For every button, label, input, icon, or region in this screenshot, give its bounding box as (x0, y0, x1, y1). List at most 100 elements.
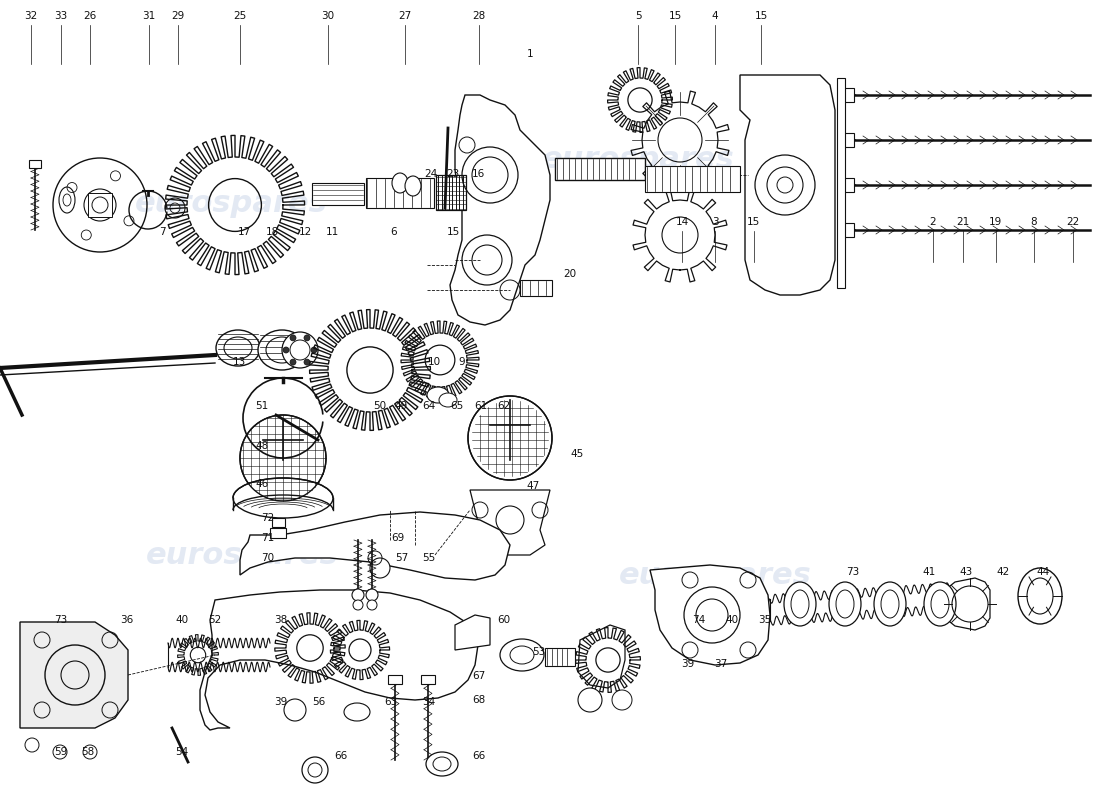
Text: 38: 38 (274, 615, 287, 625)
Bar (421, 675, 434, 684)
Text: 29: 29 (172, 11, 185, 21)
Bar (436, 175, 466, 210)
Text: 58: 58 (81, 747, 95, 757)
Bar (840, 88, 854, 102)
Bar (270, 528, 286, 538)
Bar (388, 675, 401, 684)
Circle shape (370, 558, 390, 578)
Text: 31: 31 (142, 11, 155, 21)
Text: 13: 13 (233, 357, 246, 366)
Text: 1: 1 (527, 50, 534, 59)
Text: 73: 73 (846, 567, 859, 577)
Circle shape (612, 690, 632, 710)
Text: eurospares: eurospares (618, 562, 812, 590)
Ellipse shape (924, 582, 956, 626)
Text: 49: 49 (395, 402, 408, 411)
Text: 11: 11 (326, 227, 339, 237)
Circle shape (578, 688, 602, 712)
Polygon shape (240, 512, 510, 580)
Polygon shape (945, 578, 990, 630)
Circle shape (282, 332, 318, 368)
Text: 20: 20 (563, 269, 576, 278)
Text: 8: 8 (1031, 218, 1037, 227)
Text: 55: 55 (422, 554, 436, 563)
Text: 25: 25 (233, 11, 246, 21)
Text: 60: 60 (497, 615, 510, 625)
Text: 23: 23 (447, 170, 460, 179)
Text: 62: 62 (497, 402, 510, 411)
Text: 67: 67 (472, 671, 485, 681)
Ellipse shape (439, 393, 456, 407)
Text: 70: 70 (261, 554, 274, 563)
Bar (645, 166, 740, 192)
Text: 72: 72 (261, 514, 274, 523)
Ellipse shape (1018, 568, 1062, 624)
Circle shape (240, 415, 326, 501)
Text: 44: 44 (1036, 567, 1049, 577)
Text: 63: 63 (384, 698, 397, 707)
Text: 7: 7 (160, 227, 166, 237)
Text: 34: 34 (422, 698, 436, 707)
Text: 66: 66 (472, 751, 485, 761)
Bar (520, 280, 552, 296)
Text: 15: 15 (747, 218, 760, 227)
Ellipse shape (426, 752, 458, 776)
Circle shape (311, 347, 317, 353)
Text: 24: 24 (425, 170, 438, 179)
Text: 64: 64 (422, 402, 436, 411)
Text: 37: 37 (714, 659, 727, 669)
Ellipse shape (405, 176, 421, 196)
Text: 40: 40 (725, 615, 738, 625)
Text: 43: 43 (959, 567, 972, 577)
Text: 32: 32 (24, 11, 37, 21)
Polygon shape (20, 622, 128, 728)
Circle shape (367, 600, 377, 610)
Ellipse shape (427, 387, 449, 403)
Text: 51: 51 (255, 402, 268, 411)
Text: 3: 3 (712, 218, 718, 227)
Text: 33: 33 (54, 11, 67, 21)
Ellipse shape (258, 330, 306, 370)
Text: 14: 14 (675, 218, 689, 227)
Text: 39: 39 (681, 659, 694, 669)
Text: 59: 59 (54, 747, 67, 757)
Text: eurospares: eurospares (145, 542, 339, 570)
Polygon shape (740, 75, 835, 295)
Polygon shape (200, 590, 478, 730)
Polygon shape (455, 615, 490, 650)
Text: 52: 52 (208, 615, 221, 625)
Text: 2: 2 (930, 218, 936, 227)
Circle shape (290, 335, 296, 341)
Text: 50: 50 (373, 402, 386, 411)
Text: 36: 36 (120, 615, 133, 625)
Text: 17: 17 (238, 227, 251, 237)
Polygon shape (578, 625, 625, 688)
Ellipse shape (216, 330, 260, 366)
Text: 42: 42 (997, 567, 1010, 577)
Polygon shape (650, 565, 770, 665)
Text: eurospares: eurospares (134, 190, 328, 218)
Text: 15: 15 (447, 227, 460, 237)
Polygon shape (88, 193, 112, 217)
Text: 16: 16 (472, 170, 485, 179)
Text: 28: 28 (472, 11, 485, 21)
Bar (840, 178, 854, 192)
Text: 56: 56 (312, 698, 326, 707)
Ellipse shape (829, 582, 861, 626)
Text: 12: 12 (299, 227, 312, 237)
Text: 27: 27 (398, 11, 411, 21)
Polygon shape (450, 95, 550, 325)
Ellipse shape (784, 582, 816, 626)
Text: 41: 41 (923, 567, 936, 577)
Text: 9: 9 (459, 357, 465, 366)
Circle shape (468, 396, 552, 480)
Text: 48: 48 (255, 442, 268, 451)
Text: 22: 22 (1066, 218, 1079, 227)
Text: 66: 66 (334, 751, 348, 761)
Text: 26: 26 (84, 11, 97, 21)
Bar (366, 178, 434, 208)
Circle shape (304, 359, 310, 365)
Text: 47: 47 (527, 482, 540, 491)
Text: 71: 71 (261, 533, 274, 542)
Bar (837, 78, 845, 288)
